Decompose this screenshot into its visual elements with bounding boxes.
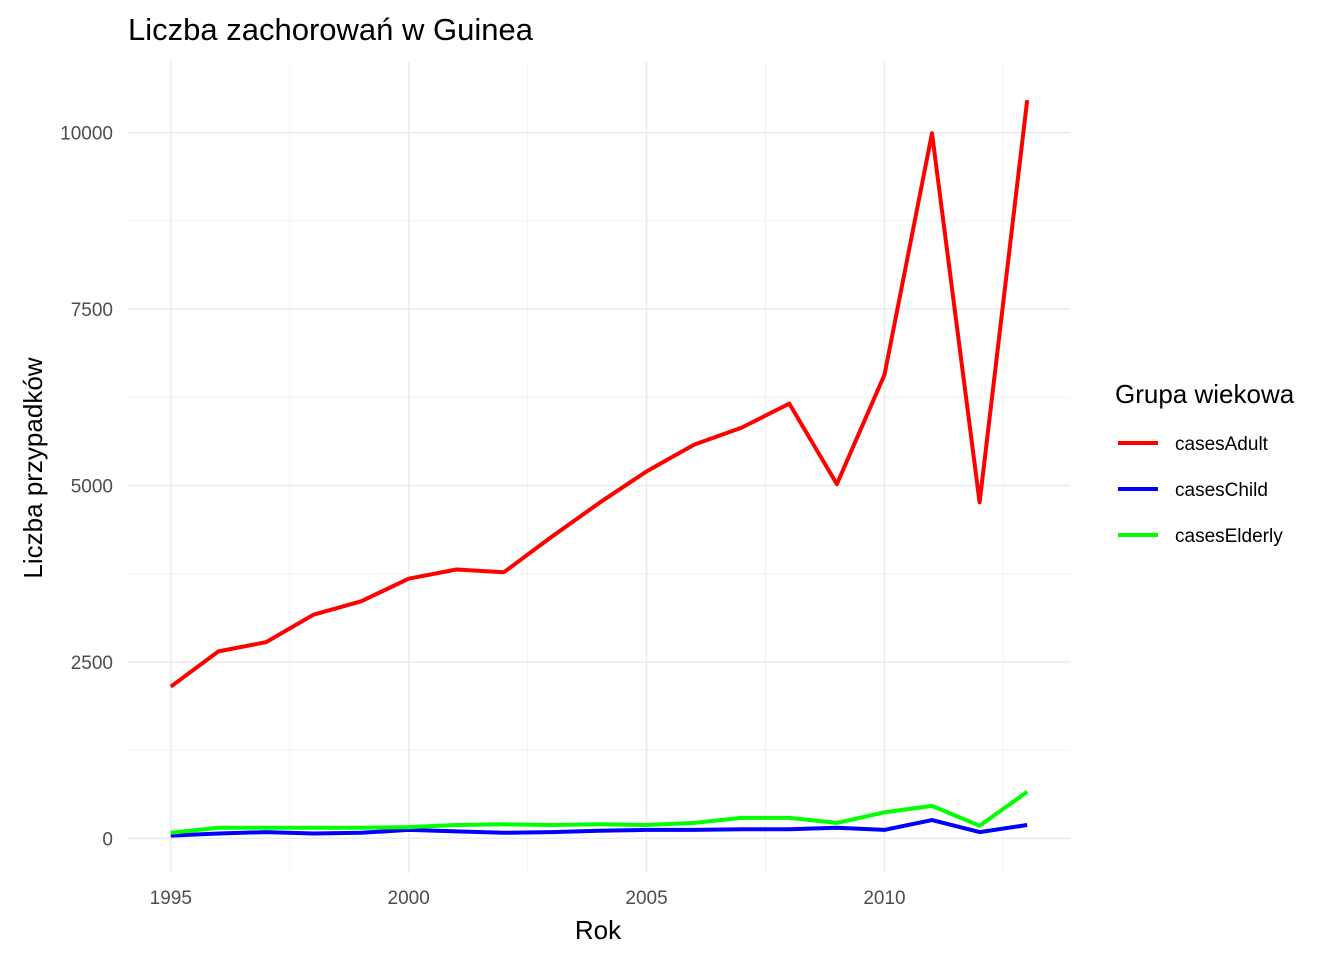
y-axis-title: Liczba przypadków bbox=[18, 357, 48, 578]
y-tick-label: 0 bbox=[102, 829, 113, 850]
y-tick-label: 5000 bbox=[71, 476, 113, 497]
legend-label-casesElderly: casesElderly bbox=[1175, 526, 1283, 547]
y-tick-label: 2500 bbox=[71, 653, 113, 674]
x-tick-label: 2000 bbox=[388, 888, 430, 909]
y-tick-label: 7500 bbox=[71, 300, 113, 321]
y-axis-tick-labels: 0 2500 5000 7500 10000 bbox=[60, 124, 113, 851]
series-lines bbox=[169, 99, 1030, 838]
x-axis-tick-labels: 1995 2000 2005 2010 bbox=[150, 888, 906, 909]
series-line-casesAdult bbox=[169, 99, 1030, 689]
y-tick-label: 10000 bbox=[60, 124, 113, 145]
x-tick-label: 2010 bbox=[863, 888, 905, 909]
legend: Grupa wiekowa casesAdult casesChild casesE… bbox=[1115, 379, 1295, 547]
legend-label-casesAdult: casesAdult bbox=[1175, 434, 1269, 455]
x-axis-title: Rok bbox=[575, 915, 622, 945]
grid-lines bbox=[128, 62, 1070, 873]
legend-title: Grupa wiekowa bbox=[1115, 379, 1295, 409]
x-tick-label: 2005 bbox=[625, 888, 667, 909]
legend-items: casesAdult casesChild casesElderly bbox=[1118, 434, 1283, 547]
legend-label-casesChild: casesChild bbox=[1175, 480, 1268, 501]
chart-title: Liczba zachorowań w Guinea bbox=[128, 12, 534, 47]
series-line-casesChild bbox=[170, 818, 1028, 838]
series-line-casesElderly bbox=[170, 790, 1029, 835]
x-tick-label: 1995 bbox=[150, 888, 192, 909]
